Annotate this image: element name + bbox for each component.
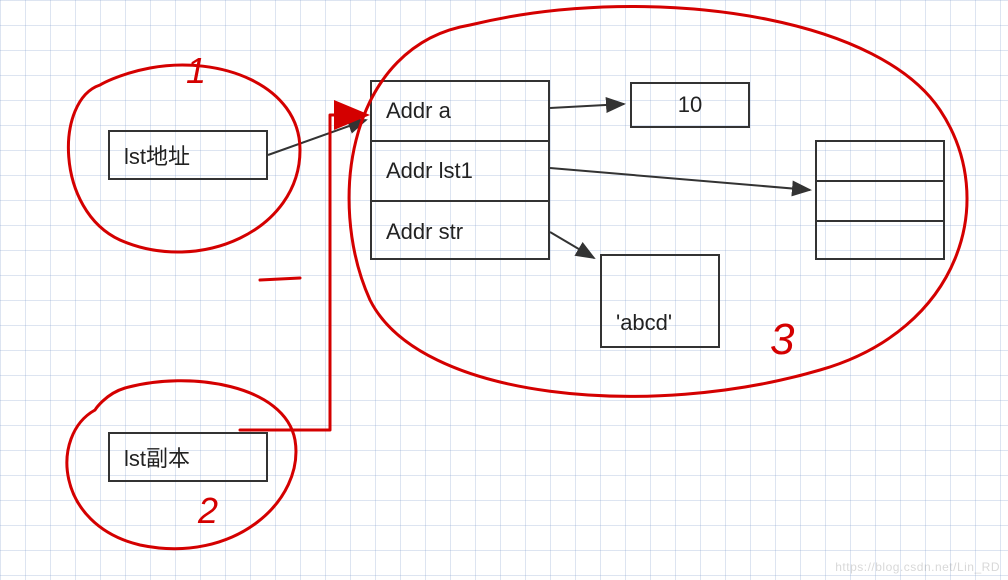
list-row-1 [817, 182, 943, 222]
list-row-0 [817, 142, 943, 182]
addr-row-str: Addr str [372, 202, 548, 262]
box-value-abcd: 'abcd' [600, 254, 720, 348]
list-row-2 [817, 222, 943, 262]
box-lst-copy: lst副本 [108, 432, 268, 482]
diagram-canvas: lst地址 lst副本 Addr a Addr lst1 Addr str 10… [0, 0, 1008, 580]
addr-table: Addr a Addr lst1 Addr str [370, 80, 550, 260]
box-lst-address-label: lst地址 [124, 139, 190, 171]
box-value-10: 10 [630, 82, 750, 128]
box-lst-copy-label: lst副本 [124, 441, 190, 473]
box-value-10-label: 10 [678, 92, 702, 118]
addr-row-lst1-label: Addr lst1 [386, 158, 473, 184]
hand-label-2: 2 [198, 490, 218, 532]
addr-row-a: Addr a [372, 82, 548, 142]
list-box [815, 140, 945, 260]
addr-row-str-label: Addr str [386, 219, 463, 245]
addr-row-a-label: Addr a [386, 98, 451, 124]
watermark: https://blog.csdn.net/Lin_RD [835, 560, 1000, 574]
hand-label-3: 3 [770, 315, 794, 365]
box-value-abcd-label: 'abcd' [616, 310, 672, 336]
hand-label-1: 1 [186, 50, 206, 92]
addr-row-lst1: Addr lst1 [372, 142, 548, 202]
box-lst-address: lst地址 [108, 130, 268, 180]
